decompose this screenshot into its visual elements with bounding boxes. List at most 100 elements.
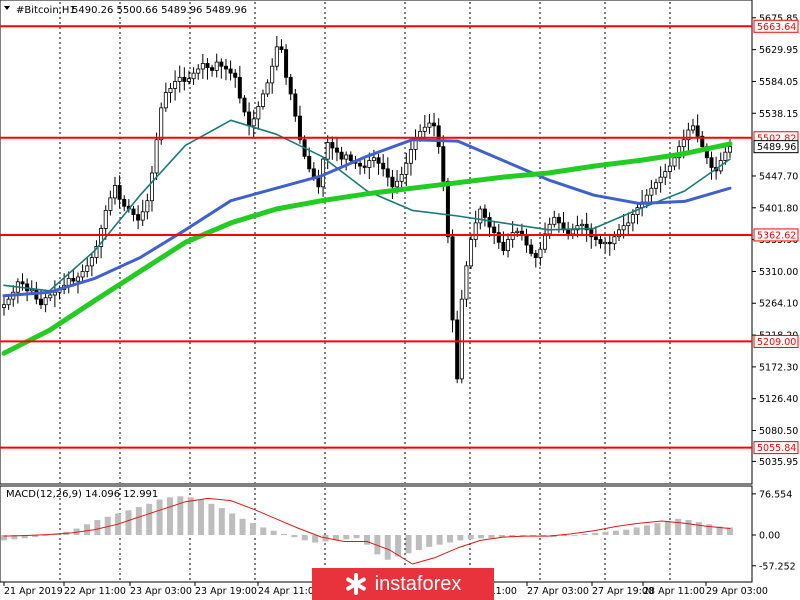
macd-bar bbox=[644, 525, 651, 535]
macd-bar bbox=[270, 530, 277, 535]
macd-bar bbox=[125, 510, 132, 535]
x-tick-label: 29 Apr 03:00 bbox=[706, 586, 768, 597]
candle-body bbox=[256, 106, 261, 120]
y-tick-label: 5675.85 bbox=[759, 13, 798, 24]
candle-body bbox=[367, 160, 372, 168]
macd-bar bbox=[281, 533, 288, 535]
candle-body bbox=[464, 265, 469, 300]
macd-bar bbox=[312, 535, 319, 543]
candle-body bbox=[723, 151, 728, 161]
macd-bar bbox=[135, 507, 142, 535]
price-panel-frame bbox=[0, 0, 753, 485]
y-tick-label: 5080.50 bbox=[759, 426, 798, 437]
candle-body bbox=[159, 107, 164, 141]
macd-bar bbox=[415, 535, 422, 551]
candle-body bbox=[288, 76, 293, 95]
candle-body bbox=[182, 76, 187, 82]
candle-body bbox=[108, 197, 113, 211]
candle-body bbox=[654, 182, 659, 189]
candle-body bbox=[344, 154, 349, 160]
x-tick-label: 28 Apr 11:00 bbox=[643, 586, 705, 597]
macd-bar bbox=[260, 527, 267, 535]
macd-bar bbox=[457, 535, 464, 541]
macd-bar bbox=[426, 535, 433, 547]
watermark: instaforex bbox=[312, 568, 494, 600]
macd-bar bbox=[21, 535, 28, 539]
candle-body bbox=[311, 168, 316, 178]
macd-bar bbox=[291, 535, 298, 538]
candle-body bbox=[376, 157, 381, 164]
candle-body bbox=[432, 122, 437, 127]
candle-body bbox=[136, 214, 141, 221]
candle-body bbox=[593, 236, 598, 240]
candle-body bbox=[506, 239, 511, 252]
candle-body bbox=[575, 225, 580, 231]
candle-body bbox=[482, 208, 487, 218]
macd-bar bbox=[343, 535, 350, 540]
macd-bar bbox=[716, 526, 723, 535]
y-tick-label: 5310.00 bbox=[759, 267, 798, 278]
macd-bar bbox=[436, 535, 443, 545]
macd-y-tick-label: 76.554 bbox=[759, 489, 792, 500]
macd-bar bbox=[581, 533, 588, 535]
candle-body bbox=[695, 125, 700, 137]
macd-bar bbox=[561, 535, 568, 537]
ma-green-line bbox=[1, 141, 733, 356]
macd-bar bbox=[623, 529, 630, 535]
macd-bar bbox=[612, 530, 619, 535]
ma-teal-line bbox=[3, 119, 731, 292]
macd-bar bbox=[498, 535, 505, 538]
price-axis: 5675.85 5629.95 5584.05 5538.15 5447.70 5401.… bbox=[752, 13, 799, 468]
candle-body bbox=[663, 171, 668, 178]
candle-body bbox=[270, 65, 275, 84]
level-label: 5055.84 bbox=[757, 443, 796, 454]
macd-axis: 76.554 0.00 -57.252 bbox=[752, 489, 796, 572]
candle-body bbox=[478, 208, 483, 224]
macd-bar bbox=[229, 513, 236, 535]
macd-bar bbox=[104, 516, 111, 535]
level-label-box bbox=[753, 334, 799, 348]
macd-bar bbox=[198, 499, 205, 535]
x-tick-label: 27 Apr 19:00 bbox=[592, 586, 654, 597]
candle-body bbox=[191, 72, 196, 80]
x-tick-label: 27 Apr 03:00 bbox=[527, 586, 589, 597]
candle-body bbox=[700, 135, 705, 148]
candle-body bbox=[422, 126, 427, 132]
candle-body bbox=[501, 241, 506, 252]
chart-title: #Bitcoin,H1 bbox=[16, 5, 76, 16]
candle-body bbox=[473, 222, 478, 240]
menu-triangle-icon[interactable] bbox=[4, 6, 10, 10]
macd-bar bbox=[685, 519, 692, 535]
candle-body bbox=[163, 92, 168, 109]
macd-bar bbox=[529, 535, 536, 536]
candle-body bbox=[408, 149, 413, 164]
macd-bar bbox=[94, 519, 101, 535]
macd-bar bbox=[664, 521, 671, 535]
candle-body bbox=[251, 118, 256, 127]
candle-body bbox=[395, 180, 400, 188]
candle-body bbox=[658, 176, 663, 184]
y-tick-label: 5126.40 bbox=[759, 394, 798, 405]
candle-body bbox=[103, 210, 108, 229]
candle-body bbox=[94, 246, 99, 258]
candle-body bbox=[186, 78, 191, 82]
macd-bar bbox=[540, 535, 547, 537]
candle-body bbox=[445, 180, 450, 238]
candle-body bbox=[20, 281, 25, 285]
y-tick-label: 5538.15 bbox=[759, 109, 798, 120]
candle-body bbox=[728, 146, 733, 153]
candle-body bbox=[381, 162, 386, 170]
candle-body bbox=[214, 61, 219, 71]
candle-body bbox=[450, 236, 455, 321]
candle-body bbox=[436, 125, 441, 148]
macd-bar bbox=[384, 535, 391, 560]
candle-body bbox=[117, 185, 122, 200]
candle-body bbox=[205, 63, 210, 69]
macd-bar bbox=[332, 535, 339, 541]
candle-body bbox=[455, 319, 460, 380]
level-label-box bbox=[753, 441, 799, 455]
macd-signal-polyline bbox=[3, 497, 731, 565]
y-tick-label: 5035.95 bbox=[759, 457, 798, 468]
macd-bar bbox=[42, 535, 49, 537]
candle-body bbox=[603, 241, 608, 245]
